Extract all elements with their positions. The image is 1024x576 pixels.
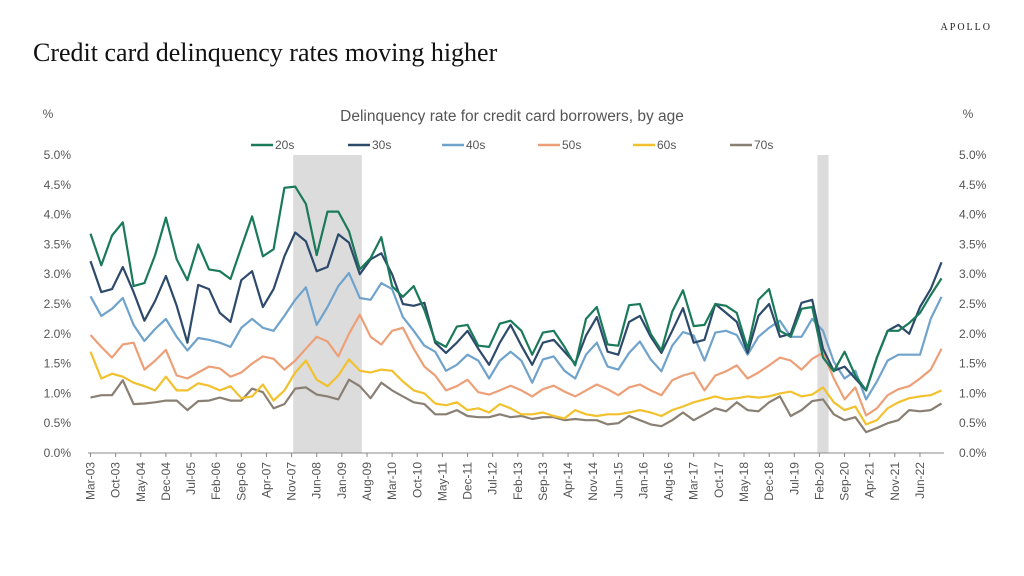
y-tick-left: 3.5% xyxy=(44,237,72,251)
x-tick-label: Feb-20 xyxy=(812,462,826,500)
y-tick-right: 2.5% xyxy=(959,297,987,311)
x-tick-label: Jul-19 xyxy=(787,462,801,495)
x-tick-label: Feb-13 xyxy=(511,462,525,500)
recession-band-2 xyxy=(817,155,829,453)
y-tick-left: 5.0% xyxy=(44,148,72,162)
x-tick-label: Dec-18 xyxy=(762,462,776,501)
y-tick-right: 5.0% xyxy=(959,148,987,162)
series-line-40s xyxy=(89,271,943,401)
y-tick-left: 2.5% xyxy=(44,297,72,311)
x-tick-label: Mar-03 xyxy=(84,462,98,500)
x-tick-label: Jan-09 xyxy=(335,462,349,499)
y-axis-label-left: % xyxy=(43,107,54,121)
legend-label-50s: 50s xyxy=(562,138,581,152)
x-tick-label: Jul-12 xyxy=(486,462,500,495)
legend: 20s 30s 40s 50s 60s 70s xyxy=(251,138,773,152)
x-tick-label: Oct-03 xyxy=(109,462,123,498)
axes: 0.0% 0.0% 0.5% 0.5% 1.0% 1.0% 1.5% 1.5% 2.0% 2.0%… xyxy=(44,148,987,502)
series-line-30s xyxy=(89,231,943,392)
x-tick-label: Aug-16 xyxy=(662,462,676,501)
x-tick-label: Mar-17 xyxy=(687,462,701,500)
x-tick-label: Oct-10 xyxy=(410,462,424,498)
page-title: Credit card delinquency rates moving hig… xyxy=(33,38,498,67)
y-tick-left: 0.0% xyxy=(44,446,72,460)
x-tick-label: Jun-08 xyxy=(310,462,324,499)
legend-label-30s: 30s xyxy=(372,138,391,152)
x-tick-label: Sep-13 xyxy=(536,462,550,501)
x-tick-label: Nov-21 xyxy=(888,462,902,501)
x-tick-label: Apr-21 xyxy=(863,462,877,498)
series-line-70s xyxy=(90,378,943,434)
series-line-20s xyxy=(89,185,943,392)
x-tick-label: Jul-05 xyxy=(184,462,198,495)
y-tick-left: 2.0% xyxy=(44,327,72,341)
y-tick-right: 3.0% xyxy=(959,267,987,281)
legend-label-20s: 20s xyxy=(275,138,294,152)
legend-label-60s: 60s xyxy=(657,138,676,152)
y-tick-left: 1.0% xyxy=(44,386,72,400)
x-tick-label: Apr-07 xyxy=(259,462,273,498)
y-tick-right: 1.5% xyxy=(959,357,987,371)
x-tick-label: Apr-14 xyxy=(561,462,575,498)
y-tick-left: 0.5% xyxy=(44,416,72,430)
x-tick-label: Jan-16 xyxy=(636,462,650,499)
y-tick-left: 3.0% xyxy=(44,267,72,281)
x-tick-label: Aug-09 xyxy=(360,462,374,501)
y-tick-right: 3.5% xyxy=(959,237,987,251)
x-tick-label: May-04 xyxy=(134,462,148,502)
x-tick-label: Dec-11 xyxy=(461,462,475,500)
y-tick-right: 1.0% xyxy=(959,386,987,400)
x-tick-label: Oct-17 xyxy=(712,462,726,498)
y-tick-left: 4.5% xyxy=(44,178,72,192)
x-tick-label: Sep-20 xyxy=(838,462,852,501)
x-tick-label: Dec-04 xyxy=(159,462,173,501)
legend-label-40s: 40s xyxy=(466,138,485,152)
x-tick-label: Sep-06 xyxy=(234,462,248,501)
brand-logo: APOLLO xyxy=(940,22,992,33)
y-tick-left: 1.5% xyxy=(44,357,72,371)
series-line-60s xyxy=(89,351,942,426)
y-axis-label-right: % xyxy=(963,107,974,121)
x-tick-label: May-11 xyxy=(435,462,449,501)
x-tick-label: Jun-22 xyxy=(913,462,927,499)
x-tick-label: Nov-07 xyxy=(285,462,299,501)
y-tick-right: 0.5% xyxy=(959,416,987,430)
series-lines xyxy=(89,185,943,434)
y-tick-right: 0.0% xyxy=(959,446,987,460)
x-tick-label: Mar-10 xyxy=(385,462,399,500)
recession-band-1 xyxy=(293,155,362,453)
chart-title: Delinquency rate for credit card borrowe… xyxy=(340,108,684,125)
y-tick-right: 4.5% xyxy=(959,178,987,192)
x-tick-label: Nov-14 xyxy=(586,462,600,501)
y-tick-right: 2.0% xyxy=(959,327,987,341)
recession-shading xyxy=(293,155,829,453)
series-line-50s xyxy=(89,313,943,417)
x-tick-label: Jun-15 xyxy=(611,462,625,499)
y-tick-left: 4.0% xyxy=(44,208,72,222)
y-tick-right: 4.0% xyxy=(959,208,987,222)
legend-label-70s: 70s xyxy=(754,138,773,152)
x-tick-label: Feb-06 xyxy=(209,462,223,500)
x-tick-label: May-18 xyxy=(737,462,751,502)
